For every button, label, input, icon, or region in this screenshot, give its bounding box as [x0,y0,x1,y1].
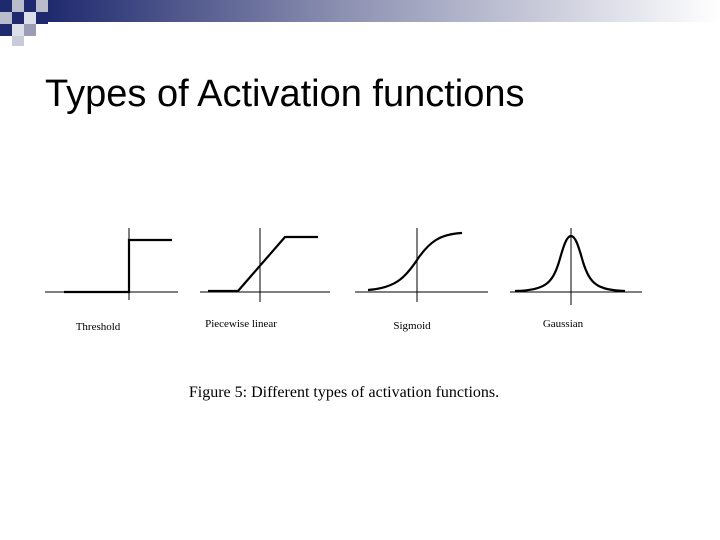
slide-title: Types of Activation functions [45,73,525,115]
figure-caption: Figure 5: Different types of activation … [189,384,499,401]
threshold-plot [45,228,178,300]
decoration [0,0,720,46]
gaussian-plot [510,228,642,305]
panel-label: Threshold [76,321,121,333]
panel-label: Sigmoid [393,320,431,332]
panel-label: Piecewise linear [205,318,277,330]
sigmoid-plot [355,228,488,302]
piecewise-plot [200,228,330,302]
panel-label: Gaussian [543,318,584,330]
